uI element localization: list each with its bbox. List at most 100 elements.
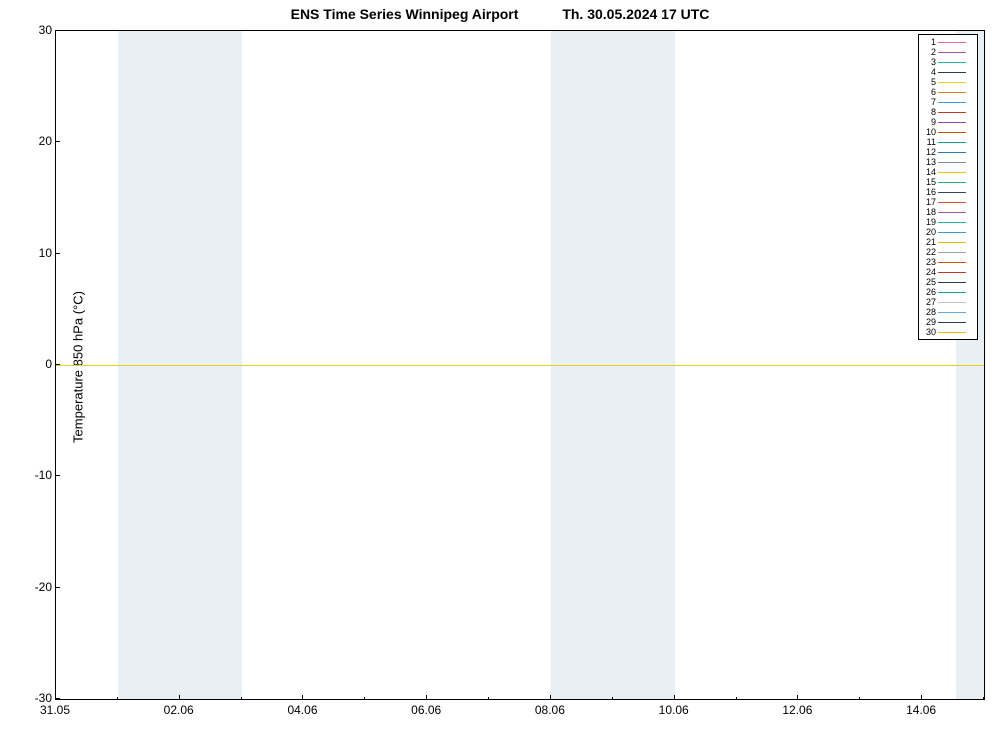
legend-item-swatch [938, 322, 966, 323]
legend-item: 7 [922, 97, 974, 107]
chart-title: ENS Time Series Winnipeg Airport Th. 30.… [0, 6, 1000, 22]
legend-item: 28 [922, 307, 974, 317]
legend-item-swatch [938, 202, 966, 203]
legend-item-swatch [938, 62, 966, 63]
legend-item: 18 [922, 207, 974, 217]
legend-item-swatch [938, 302, 966, 303]
legend-item-swatch [938, 332, 966, 333]
legend-item: 29 [922, 317, 974, 327]
legend-item: 15 [922, 177, 974, 187]
legend-item-number: 27 [922, 297, 936, 307]
legend-item-number: 20 [922, 227, 936, 237]
legend-item-number: 12 [922, 147, 936, 157]
legend-item-swatch [938, 312, 966, 313]
x-minor-tick [488, 697, 489, 700]
x-minor-tick [736, 697, 737, 700]
legend-item-swatch [938, 182, 966, 183]
legend-item-number: 21 [922, 237, 936, 247]
legend-item-number: 4 [922, 67, 936, 77]
legend-item: 22 [922, 247, 974, 257]
y-tick-label: 20 [22, 134, 52, 148]
y-tick-label: -10 [22, 468, 52, 482]
legend-item-number: 14 [922, 167, 936, 177]
legend-item-number: 19 [922, 217, 936, 227]
x-tick-label: 08.06 [535, 703, 565, 717]
legend-item-swatch [938, 192, 966, 193]
legend-item: 2 [922, 47, 974, 57]
plot-area [55, 30, 985, 700]
legend-item-number: 2 [922, 47, 936, 57]
x-minor-tick [241, 697, 242, 700]
legend-item-number: 7 [922, 97, 936, 107]
x-tick-label: 04.06 [287, 703, 317, 717]
x-tick-mark [550, 695, 551, 700]
y-tick-label: -20 [22, 580, 52, 594]
legend-item-number: 8 [922, 107, 936, 117]
legend-item: 26 [922, 287, 974, 297]
x-minor-tick [117, 697, 118, 700]
legend-item: 3 [922, 57, 974, 67]
legend-item-number: 25 [922, 277, 936, 287]
legend-item-number: 13 [922, 157, 936, 167]
x-tick-mark [179, 695, 180, 700]
legend-item-number: 10 [922, 127, 936, 137]
legend-item: 8 [922, 107, 974, 117]
x-tick-label: 02.06 [164, 703, 194, 717]
legend-item-swatch [938, 242, 966, 243]
chart-container: ENS Time Series Winnipeg Airport Th. 30.… [0, 0, 1000, 733]
x-tick-mark [921, 695, 922, 700]
y-tick-mark [55, 253, 60, 254]
legend-item: 20 [922, 227, 974, 237]
legend-item: 13 [922, 157, 974, 167]
legend: 1234567891011121314151617181920212223242… [918, 34, 978, 340]
legend-item-swatch [938, 292, 966, 293]
y-tick-label: 30 [22, 23, 52, 37]
y-tick-mark [55, 30, 60, 31]
legend-item: 11 [922, 137, 974, 147]
x-tick-label: 31.05 [40, 703, 70, 717]
y-tick-mark [55, 364, 60, 365]
x-minor-tick [612, 697, 613, 700]
x-tick-label: 12.06 [782, 703, 812, 717]
legend-item-swatch [938, 152, 966, 153]
legend-item: 5 [922, 77, 974, 87]
legend-item-number: 24 [922, 267, 936, 277]
legend-item-number: 15 [922, 177, 936, 187]
legend-item-swatch [938, 52, 966, 53]
x-tick-label: 10.06 [659, 703, 689, 717]
y-tick-label: 0 [22, 357, 52, 371]
legend-item-swatch [938, 232, 966, 233]
y-tick-mark [55, 475, 60, 476]
legend-item: 25 [922, 277, 974, 287]
legend-item-number: 22 [922, 247, 936, 257]
legend-item: 14 [922, 167, 974, 177]
legend-item: 1 [922, 37, 974, 47]
legend-item-swatch [938, 112, 966, 113]
legend-item: 16 [922, 187, 974, 197]
x-tick-mark [302, 695, 303, 700]
legend-item-swatch [938, 142, 966, 143]
legend-item-swatch [938, 102, 966, 103]
legend-item-swatch [938, 282, 966, 283]
title-right: Th. 30.05.2024 17 UTC [562, 6, 709, 22]
x-minor-tick [983, 697, 984, 700]
legend-item-swatch [938, 222, 966, 223]
legend-item-number: 11 [922, 137, 936, 147]
legend-item-swatch [938, 212, 966, 213]
legend-item: 23 [922, 257, 974, 267]
legend-item-number: 23 [922, 257, 936, 267]
legend-item-number: 16 [922, 187, 936, 197]
legend-item: 21 [922, 237, 974, 247]
legend-item-swatch [938, 162, 966, 163]
x-minor-tick [364, 697, 365, 700]
legend-item-swatch [938, 72, 966, 73]
legend-item: 10 [922, 127, 974, 137]
legend-item-number: 17 [922, 197, 936, 207]
x-tick-mark [797, 695, 798, 700]
legend-item-swatch [938, 132, 966, 133]
y-tick-label: 10 [22, 246, 52, 260]
x-tick-mark [426, 695, 427, 700]
legend-item-number: 30 [922, 327, 936, 337]
legend-item-swatch [938, 262, 966, 263]
legend-item: 19 [922, 217, 974, 227]
